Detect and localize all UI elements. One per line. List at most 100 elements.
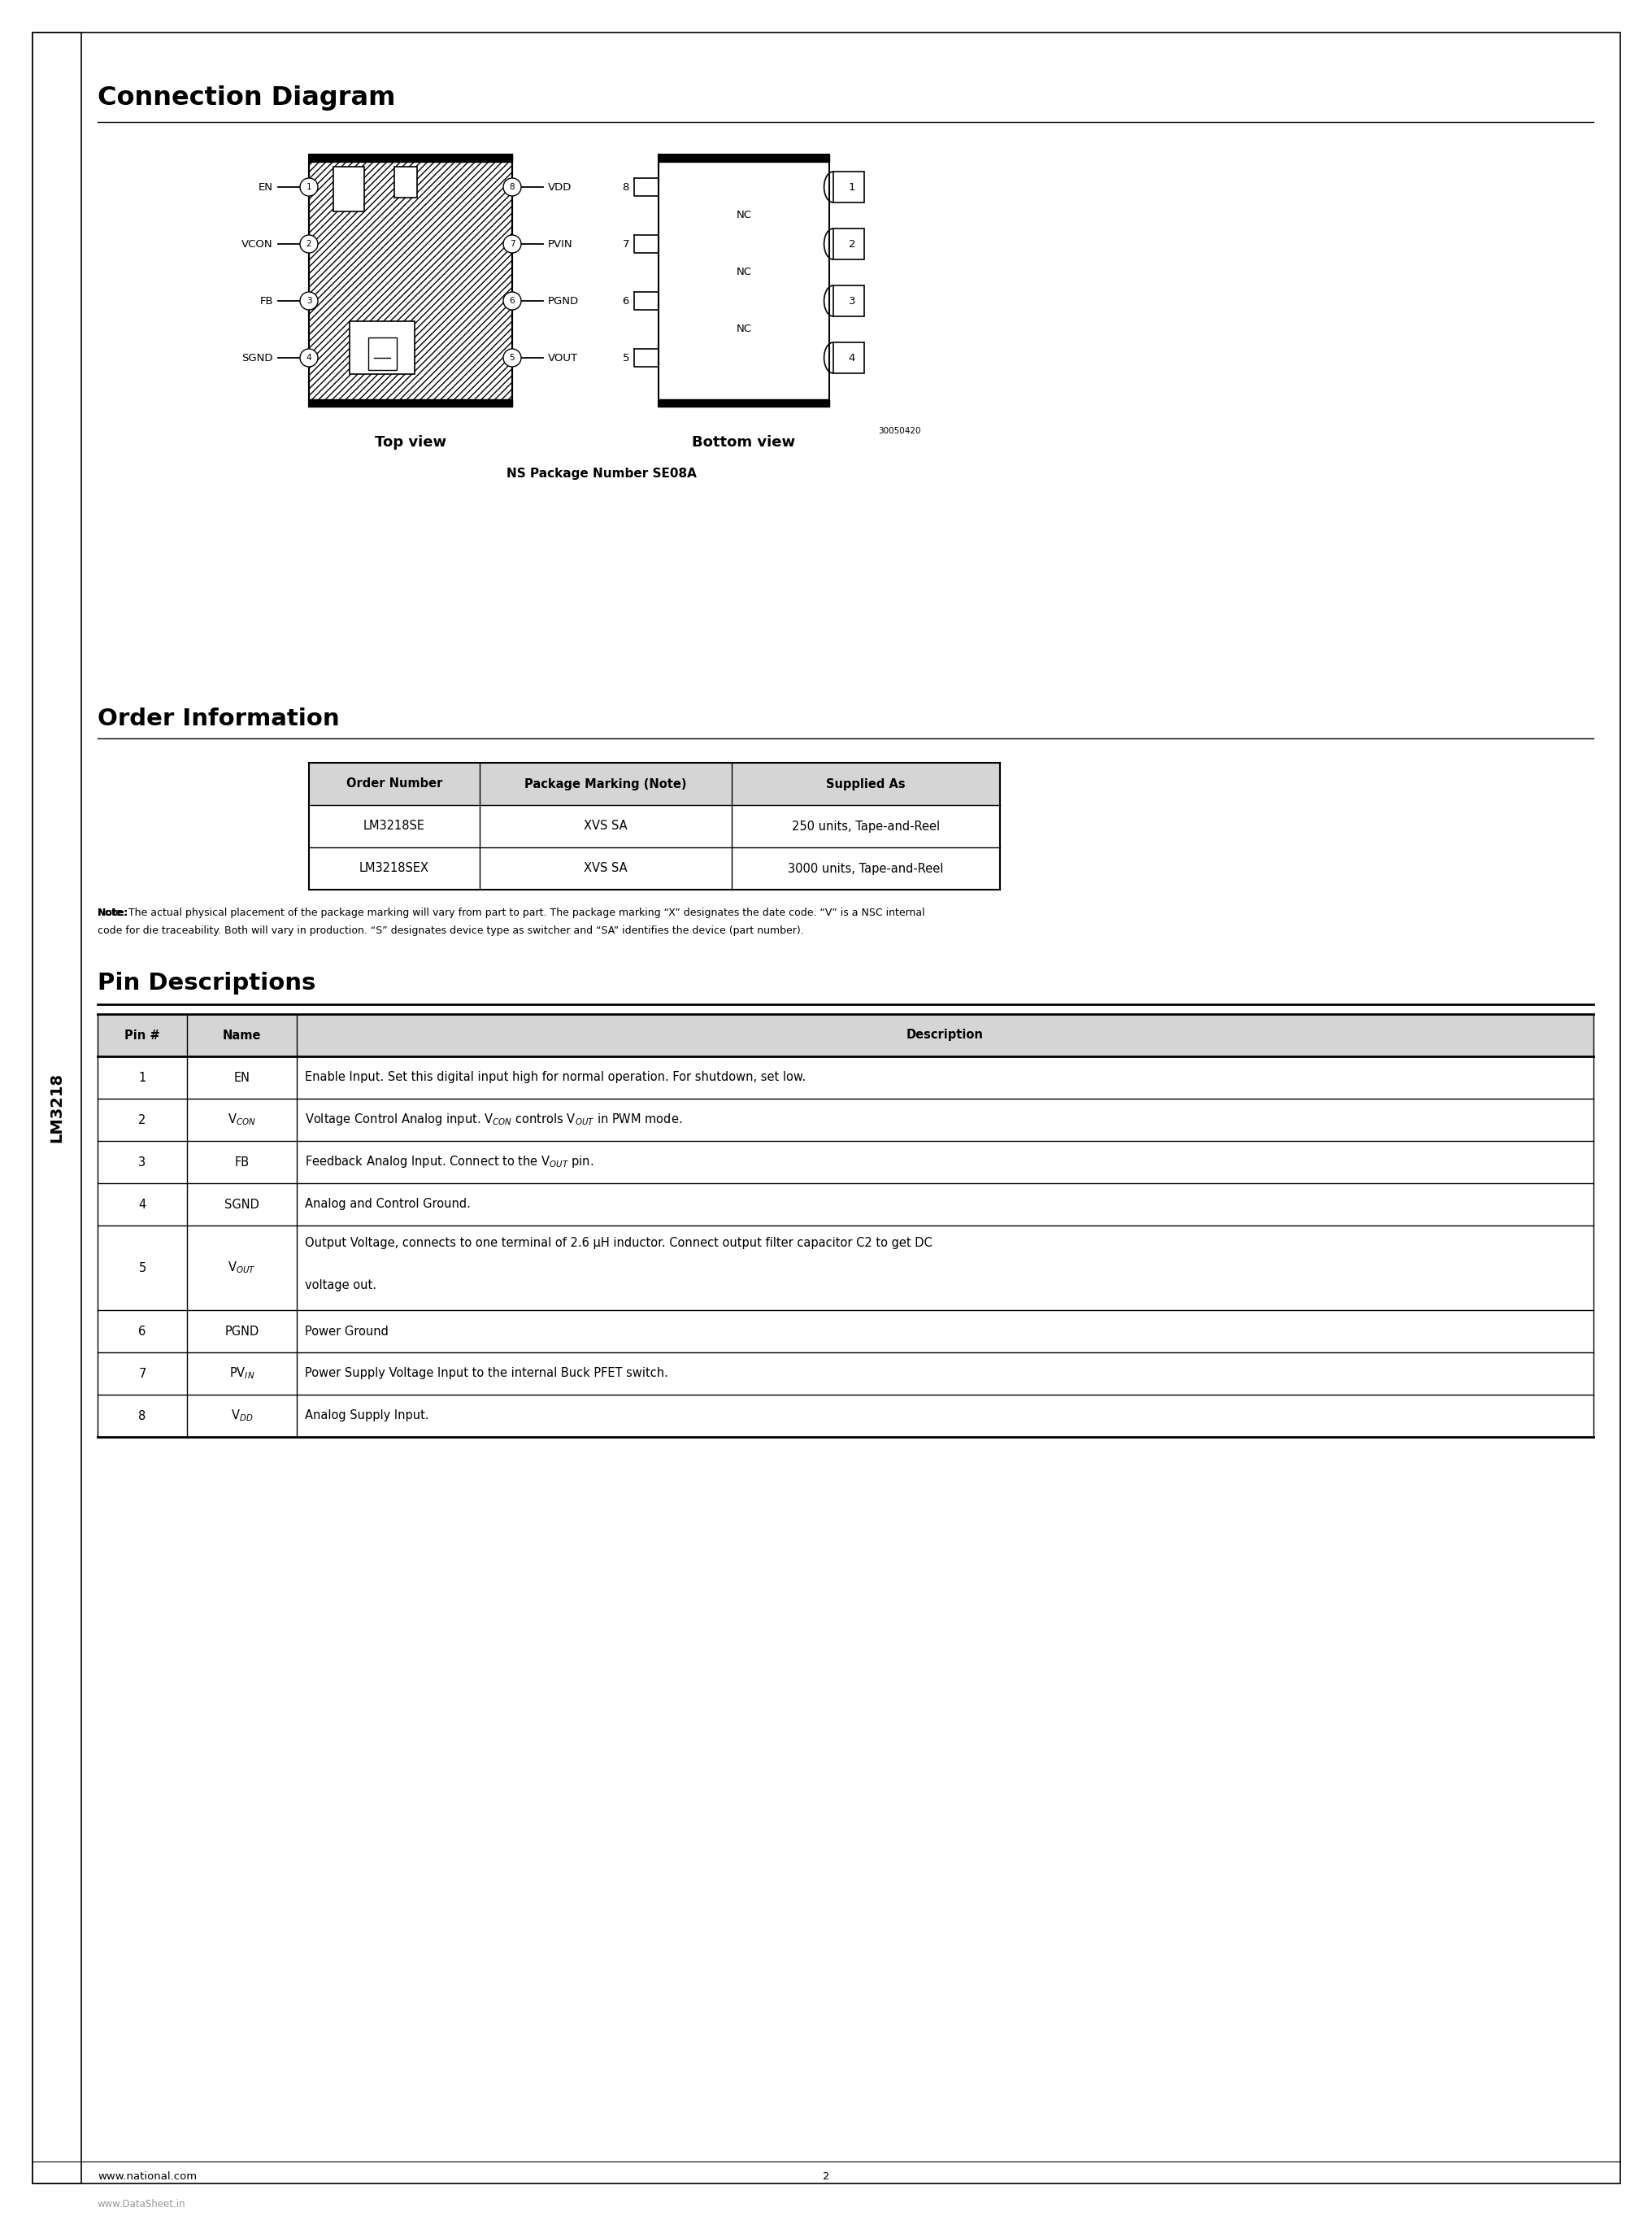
Text: 3: 3 bbox=[139, 1157, 145, 1168]
Text: 3: 3 bbox=[306, 297, 312, 306]
Text: Order Information: Order Information bbox=[97, 707, 339, 731]
Bar bbox=[657, 399, 829, 406]
Text: Note:: Note: bbox=[97, 909, 129, 917]
Text: XVS SA: XVS SA bbox=[583, 862, 628, 875]
Bar bbox=[309, 155, 512, 162]
Text: Order Number: Order Number bbox=[345, 778, 443, 791]
Text: PGND: PGND bbox=[548, 295, 578, 306]
Text: 4: 4 bbox=[847, 352, 856, 363]
Text: 2: 2 bbox=[306, 239, 312, 248]
Text: PVIN: PVIN bbox=[548, 239, 573, 248]
Text: PV$_{IN}$: PV$_{IN}$ bbox=[230, 1365, 254, 1381]
Text: Power Supply Voltage Input to the internal Buck PFET switch.: Power Supply Voltage Input to the intern… bbox=[304, 1367, 667, 1381]
Text: 4: 4 bbox=[139, 1199, 145, 1210]
Text: Voltage Control Analog input. V$_{CON}$ controls V$_{OUT}$ in PWM mode.: Voltage Control Analog input. V$_{CON}$ … bbox=[304, 1112, 682, 1128]
Text: VOUT: VOUT bbox=[548, 352, 578, 363]
Text: SGND: SGND bbox=[241, 352, 273, 363]
Bar bbox=[657, 155, 829, 406]
Text: 8: 8 bbox=[509, 184, 515, 191]
Text: Connection Diagram: Connection Diagram bbox=[97, 86, 395, 111]
Text: voltage out.: voltage out. bbox=[304, 1279, 377, 1292]
Text: Bottom view: Bottom view bbox=[692, 434, 795, 450]
Text: 250 units, Tape-and-Reel: 250 units, Tape-and-Reel bbox=[791, 820, 940, 833]
Text: 2: 2 bbox=[847, 239, 856, 248]
Text: 3: 3 bbox=[847, 295, 856, 306]
Text: code for die traceability. Both will vary in production. “S” designates device t: code for die traceability. Both will var… bbox=[97, 926, 803, 935]
Bar bbox=[309, 155, 512, 406]
Text: SGND: SGND bbox=[225, 1199, 259, 1210]
Text: 5: 5 bbox=[509, 355, 515, 361]
Bar bbox=[309, 762, 999, 804]
Text: 4: 4 bbox=[306, 355, 312, 361]
Text: V$_{DD}$: V$_{DD}$ bbox=[231, 1407, 253, 1423]
Text: 6: 6 bbox=[139, 1325, 145, 1336]
Text: V$_{CON}$: V$_{CON}$ bbox=[228, 1112, 256, 1128]
Bar bbox=[97, 1015, 1593, 1057]
Text: 5: 5 bbox=[623, 352, 629, 363]
Text: LM3218SE: LM3218SE bbox=[363, 820, 425, 833]
Text: Top view: Top view bbox=[375, 434, 446, 450]
Text: Note:: Note: bbox=[97, 909, 129, 917]
Text: 7: 7 bbox=[623, 239, 629, 248]
Text: XVS SA: XVS SA bbox=[583, 820, 628, 833]
Text: 7: 7 bbox=[509, 239, 515, 248]
Bar bbox=[309, 399, 512, 406]
Bar bbox=[833, 228, 864, 259]
Text: NC: NC bbox=[735, 268, 752, 277]
Text: www.national.com: www.national.com bbox=[97, 2172, 197, 2181]
Text: 6: 6 bbox=[509, 297, 515, 306]
Bar bbox=[309, 155, 512, 406]
Bar bbox=[33, 33, 81, 2183]
Text: 3000 units, Tape-and-Reel: 3000 units, Tape-and-Reel bbox=[788, 862, 943, 875]
Text: LM3218SEX: LM3218SEX bbox=[358, 862, 430, 875]
Circle shape bbox=[502, 293, 520, 310]
Bar bbox=[334, 166, 363, 211]
Text: FB: FB bbox=[259, 295, 273, 306]
Bar bbox=[657, 155, 829, 162]
Circle shape bbox=[301, 293, 317, 310]
Text: PGND: PGND bbox=[225, 1325, 259, 1336]
Text: LM3218: LM3218 bbox=[50, 1073, 64, 1143]
Text: 5: 5 bbox=[139, 1261, 145, 1274]
Text: Output Voltage, connects to one terminal of 2.6 μH inductor. Connect output filt: Output Voltage, connects to one terminal… bbox=[304, 1237, 932, 1250]
Text: NC: NC bbox=[735, 211, 752, 222]
Text: Description: Description bbox=[905, 1028, 983, 1042]
Text: V$_{OUT}$: V$_{OUT}$ bbox=[228, 1261, 256, 1276]
Text: www.DataSheet.in: www.DataSheet.in bbox=[97, 2198, 185, 2209]
Circle shape bbox=[502, 348, 520, 368]
Bar bbox=[395, 166, 416, 197]
Circle shape bbox=[301, 177, 317, 195]
Text: 6: 6 bbox=[623, 295, 629, 306]
Text: Pin #: Pin # bbox=[124, 1028, 160, 1042]
Text: Analog Supply Input.: Analog Supply Input. bbox=[304, 1409, 430, 1423]
Text: NC: NC bbox=[735, 324, 752, 335]
Text: VDD: VDD bbox=[548, 182, 572, 193]
Text: Analog and Control Ground.: Analog and Control Ground. bbox=[304, 1199, 471, 1210]
Text: Enable Input. Set this digital input high for normal operation. For shutdown, se: Enable Input. Set this digital input hig… bbox=[304, 1070, 806, 1084]
Circle shape bbox=[301, 235, 317, 253]
Text: VCON: VCON bbox=[241, 239, 273, 248]
Circle shape bbox=[301, 348, 317, 368]
Circle shape bbox=[502, 235, 520, 253]
Circle shape bbox=[502, 177, 520, 195]
Text: FB: FB bbox=[235, 1157, 249, 1168]
Text: 2: 2 bbox=[823, 2172, 829, 2181]
Bar bbox=[833, 286, 864, 317]
Bar bbox=[350, 321, 415, 375]
Text: 7: 7 bbox=[139, 1367, 145, 1381]
Bar bbox=[368, 337, 396, 370]
Text: Package Marking (Note): Package Marking (Note) bbox=[524, 778, 687, 791]
Text: 30050420: 30050420 bbox=[877, 428, 920, 434]
Text: 8: 8 bbox=[623, 182, 629, 193]
Text: Feedback Analog Input. Connect to the V$_{OUT}$ pin.: Feedback Analog Input. Connect to the V$… bbox=[304, 1155, 593, 1170]
Text: Name: Name bbox=[223, 1028, 261, 1042]
Text: 1: 1 bbox=[306, 184, 312, 191]
Text: Power Ground: Power Ground bbox=[304, 1325, 388, 1336]
Text: EN: EN bbox=[258, 182, 273, 193]
Bar bbox=[833, 171, 864, 202]
Bar bbox=[833, 341, 864, 372]
Text: EN: EN bbox=[233, 1070, 249, 1084]
Text: 8: 8 bbox=[139, 1409, 145, 1423]
Text: 1: 1 bbox=[847, 182, 856, 193]
Text: 1: 1 bbox=[139, 1070, 145, 1084]
